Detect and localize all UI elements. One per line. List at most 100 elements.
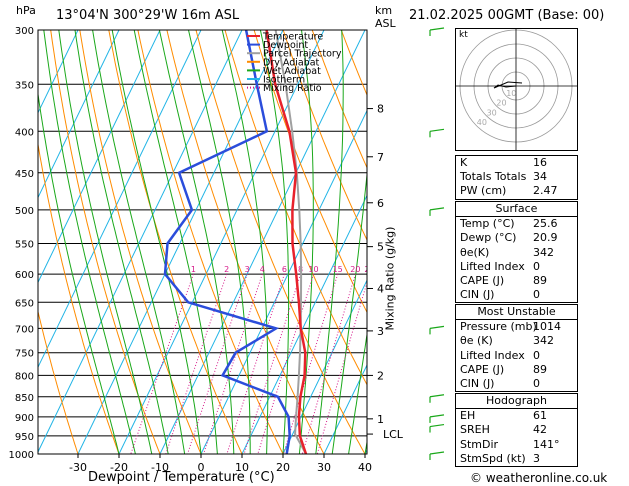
mixing-ratio-label: 10 xyxy=(308,265,318,274)
hodograph-ring-label: 10 xyxy=(506,89,516,98)
background-lines: 1 2 3 4 6 8 10 15 20 25 xyxy=(38,30,629,454)
wet-adiabat-line xyxy=(348,331,367,454)
legend-entry: Parcel Trajectory xyxy=(263,49,342,60)
surface-label: Dewp (°C) xyxy=(460,231,517,245)
wet-adiabat-line xyxy=(111,30,202,454)
km-tick-label: 2 xyxy=(377,369,384,382)
x-tick-label: 10 xyxy=(235,461,249,474)
most-unstable-label: Pressure (mb) xyxy=(460,320,537,334)
hodograph-row: StmDir 141° xyxy=(456,438,577,452)
pressure-tick-label: 700 xyxy=(15,324,34,335)
legend-entry: Temperature xyxy=(262,32,323,43)
legend-entry: Isotherm xyxy=(263,75,305,86)
isotherm-line xyxy=(159,30,366,454)
wind-barb xyxy=(429,27,445,31)
dry-adiabat-line xyxy=(195,30,366,454)
dry-adiabat-line xyxy=(311,30,367,169)
most-unstable-value: 0 xyxy=(533,376,540,390)
dry-adiabat-line xyxy=(282,30,367,242)
hodograph-ring-label: 40 xyxy=(477,118,487,127)
pressure-tick-label: 650 xyxy=(15,298,34,309)
legend-entry: Dewpoint xyxy=(263,40,308,51)
dry-adiabat-line xyxy=(574,30,629,454)
km-label: km xyxy=(375,4,393,17)
dry-adiabat-line xyxy=(79,30,202,454)
mixing-ratio-label: 4 xyxy=(260,265,265,274)
km-tick-label: 3 xyxy=(377,325,384,338)
asl-label: ASL xyxy=(375,17,396,30)
hodograph-table-title: Hodograph xyxy=(486,394,547,407)
pressure-tick-label: 950 xyxy=(15,432,34,443)
y2-axis-label: Mixing Ratio (g/kg) xyxy=(383,226,397,331)
hodograph-ring-label: 20 xyxy=(496,99,506,108)
x-tick-label: -10 xyxy=(151,461,169,474)
mixing-ratio-label: 25 xyxy=(364,265,374,274)
wind-barb xyxy=(429,128,445,132)
hodograph-label: StmSpd (kt) xyxy=(460,451,526,465)
hodograph-ring-label: 30 xyxy=(487,108,497,117)
surface-value: 0 xyxy=(533,288,540,302)
hodograph-row: EH 61 xyxy=(456,408,577,423)
wet-adiabat-line xyxy=(133,30,218,454)
indices-label: Totals Totals xyxy=(460,170,527,184)
hodograph-table: Hodograph EH 61 SREH 42 StmDir 141° StmSpd (kt… xyxy=(455,393,578,467)
mixing-ratio-line xyxy=(283,273,339,454)
most-unstable-table: Most Unstable Pressure (mb) 1014 θe (K) 342… xyxy=(455,304,578,393)
surface-row: Temp (°C) 25.6 xyxy=(456,216,577,231)
pressure-tick-label: 750 xyxy=(15,349,34,360)
pressure-tick-label: 300 xyxy=(15,26,34,37)
most-unstable-value: 342 xyxy=(533,334,554,348)
dry-adiabat-line xyxy=(50,30,161,454)
hodograph-value: 61 xyxy=(533,409,547,423)
isotherm-line xyxy=(38,30,202,369)
km-tick-label: 6 xyxy=(377,197,384,210)
pressure-tick-label: 1000 xyxy=(9,450,34,461)
wind-barbs xyxy=(429,27,445,460)
pressure-tick-label: 350 xyxy=(15,80,34,91)
indices-row: Totals Totals 34 xyxy=(456,170,577,184)
indices-label: PW (cm) xyxy=(460,184,507,198)
surface-label: CAPE (J) xyxy=(460,273,505,287)
wet-adiabat-line xyxy=(43,30,136,454)
mixing-ratio-line xyxy=(187,273,248,454)
most-unstable-row: θe (K) 342 xyxy=(456,334,577,348)
wet-adiabat-line xyxy=(74,30,169,454)
most-unstable-title: Most Unstable xyxy=(477,305,556,318)
pressure-tick-label: 450 xyxy=(15,169,34,180)
hodograph-label: StmDir xyxy=(460,437,499,451)
km-tick-label: 5 xyxy=(377,241,384,254)
indices-value: 34 xyxy=(533,170,547,184)
surface-row: Dewp (°C) 20.9 xyxy=(456,231,577,245)
wet-adiabat-line xyxy=(331,169,367,454)
pressure-tick-label: 900 xyxy=(15,413,34,424)
hodograph-row: SREH 42 xyxy=(456,423,577,437)
pressure-tick-label: 850 xyxy=(15,393,34,404)
wet-adiabat-line xyxy=(188,30,251,454)
x-tick-label: 0 xyxy=(198,461,205,474)
surface-row: θe(K) 342 xyxy=(456,246,577,260)
most-unstable-row: CIN (J) 0 xyxy=(456,377,577,391)
mixing-ratio-label: 6 xyxy=(282,265,287,274)
hodograph-unit: kt xyxy=(459,30,468,40)
wind-barb xyxy=(429,394,445,398)
x-tick-label: 30 xyxy=(317,461,331,474)
surface-title: Surface xyxy=(495,202,538,215)
mixing-ratio-line xyxy=(203,273,263,454)
legend-entry: Wet Adiabat xyxy=(263,66,321,77)
mixing-ratio-line xyxy=(316,280,367,454)
mixing-ratio-line xyxy=(301,273,356,454)
sounding-profiles xyxy=(163,30,308,454)
indices-row: PW (cm) 2.47 xyxy=(456,184,577,198)
isotherm-line xyxy=(323,363,367,454)
wind-barb xyxy=(429,414,445,418)
surface-value: 342 xyxy=(533,245,554,259)
most-unstable-value: 89 xyxy=(533,362,547,376)
wet-adiabat-line xyxy=(221,30,269,454)
km-tick-label: 8 xyxy=(377,103,384,116)
most-unstable-label: CIN (J) xyxy=(460,376,495,390)
surface-row: CAPE (J) 89 xyxy=(456,274,577,288)
surface-row: CIN (J) 0 xyxy=(456,288,577,302)
